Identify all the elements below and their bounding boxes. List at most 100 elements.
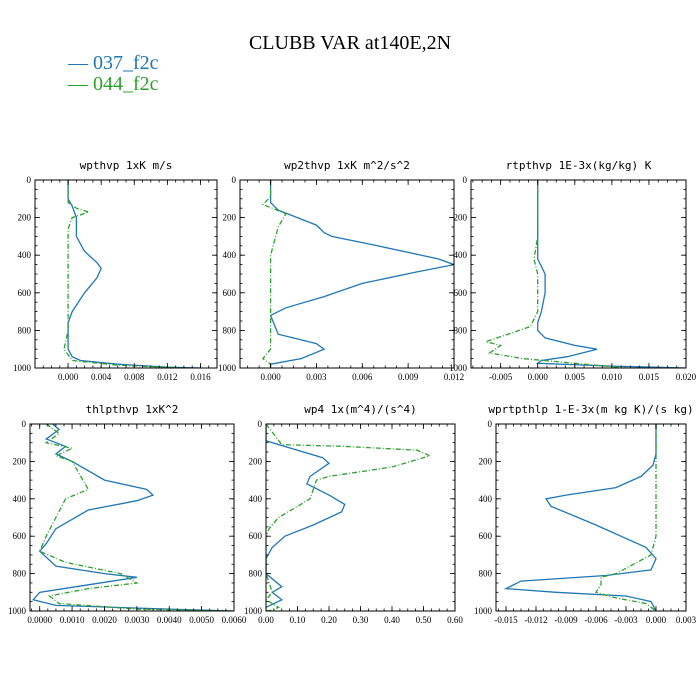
panel-6-series-044_f2c [594,424,657,611]
panel-5-title: wp4 1x(m^4)/(s^4) [304,403,417,416]
panel-6-xtick-label: -0.009 [554,615,578,625]
panel-5-ytick-label: 200 [249,456,263,466]
panel-4-ytick-label: 400 [13,494,27,504]
panel-1-xtick-label: 0.004 [91,372,112,382]
panel-5-xtick-label: 0.60 [447,615,463,625]
panel-4-ytick-label: 0 [22,419,27,429]
panel-4-series-044_f2c [38,424,234,611]
panel-4-ytick-label: 1000 [8,606,27,616]
panel-6-ytick-label: 0 [488,419,493,429]
panel-2-ytick-label: 600 [223,288,237,298]
panel-6-ytick-label: 800 [479,569,493,579]
panel-5-ytick-label: 800 [249,569,263,579]
panel-3-xtick-label: 0.020 [676,372,697,382]
panel-1-xtick-label: 0.008 [124,372,145,382]
panel-4-frame [29,423,235,612]
panels-group: wpthvp 1xK m/s0.000 0.004 0.008 0.012 0.0160… [8,159,697,625]
panel-4-xtick-label: 0.0060 [222,615,247,625]
panel-1-ytick-label: 400 [18,250,32,260]
panel-6-xtick-label: -0.012 [524,615,547,625]
panel-5-xtick-label: 0.10 [290,615,306,625]
panel-5: wp4 1x(m^4)/(s^4) 0.00 0.10 0.20 0.30 0.40 0.5… [244,403,463,625]
panel-3-ytick-label: 0 [463,175,468,185]
panel-6-ytick-label: 200 [479,456,493,466]
panel-3-ytick-label: 800 [454,325,468,335]
panel-4-xtick-label: 0.0020 [92,615,117,625]
legend-entry-044_f2c: — 044_f2c [67,73,159,95]
panel-4-ytick-label: 600 [13,531,27,541]
panel-5-ytick-label: 600 [249,531,263,541]
panel-6-ytick-label: 1000 [474,606,493,616]
panel-2-ytick-label: 1000 [218,363,237,373]
panel-4-series-037_f2c [32,424,234,611]
panel-1-xtick-label: 0.016 [190,372,211,382]
panel-6-title: wprtpthlp 1-E-3x(m kg K)/(s kg) [488,403,693,416]
panel-6: wprtpthlp 1-E-3x(m kg K)/(s kg) -0.015 -0.… [474,403,697,625]
panel-3-xtick-label: 0.015 [639,372,660,382]
panel-1-series-044_f2c [63,180,184,368]
panel-4-xtick-label: 0.0050 [189,615,214,625]
panel-2-ytick-label: 800 [223,325,237,335]
panel-6-xtick-label: -0.006 [584,615,608,625]
panel-5-ytick-label: 400 [249,494,263,504]
panel-6-xtick-label: 0.000 [646,615,667,625]
panel-5-xtick-label: 0.40 [384,615,400,625]
panel-5-series-037_f2c [266,424,346,611]
panel-1-ytick-label: 1000 [13,363,32,373]
panel-4-ytick-label: 800 [13,569,27,579]
panel-4-xtick-label: 0.0040 [157,615,182,625]
panel-1-title: wpthvp 1xK m/s [80,159,173,172]
panel-1-ytick-label: 0 [27,175,32,185]
panel-6-ytick-label: 600 [479,531,493,541]
panel-4-title: thlpthvp 1xK^2 [86,403,179,416]
panel-1-series-037_f2c [67,180,201,368]
panel-2-ytick-label: 400 [223,250,237,260]
panel-2-ytick-label: 0 [232,175,237,185]
panel-4-xtick-label: 0.0000 [27,615,52,625]
panel-6-xtick-label: -0.003 [614,615,638,625]
panel-3-series-037_f2c [535,180,686,368]
panel-5-ytick-label: 0 [258,419,263,429]
panel-1-ytick-label: 600 [18,288,32,298]
panel-2-xtick-label: 0.003 [306,372,327,382]
panel-3: rtpthvp 1E-3x(kg/kg) K -0.005 0.000 0.005 0.… [449,159,697,382]
panel-3-series-044_f2c [483,180,627,368]
panel-2-title: wp2thvp 1xK m^2/s^2 [284,159,410,172]
panel-4-xtick-label: 0.0010 [60,615,85,625]
panel-1-frame [34,179,218,369]
panel-3-ytick-label: 1000 [449,363,468,373]
panel-5-frame [265,423,456,612]
panel-5-xtick-label: 0.20 [321,615,337,625]
panel-2-xtick-label: 0.000 [260,372,281,382]
panel-3-xtick-label: 0.000 [528,372,549,382]
panel-2-xtick-label: 0.012 [444,372,464,382]
panel-1-xtick-label: 0.012 [157,372,177,382]
panel-6-ytick-label: 400 [479,494,493,504]
panel-4: thlpthvp 1xK^2 0.0000 0.0010 0.0020 0.0030 0.… [8,403,247,625]
panel-5-ytick-label: 1000 [244,606,263,616]
panel-3-xtick-label: 0.010 [602,372,623,382]
panel-5-series-044_f2c [266,424,432,611]
panel-5-xtick-label: 0.30 [353,615,369,625]
panel-2: wp2thvp 1xK m^2/s^2 0.000 0.003 0.006 0.009 0… [218,159,464,382]
panel-1: wpthvp 1xK m/s 0.000 0.004 0.008 0.012 0.016 0… [13,159,218,382]
panel-3-frame [470,179,687,369]
legend-entry-037_f2c: — 037_f2c [67,52,159,74]
panel-3-ytick-label: 200 [454,213,468,223]
chart-title: CLUBB VAR at140E,2N [249,32,451,54]
panel-2-series-044_f2c [261,180,287,368]
panel-1-xtick-label: 0.000 [58,372,79,382]
panel-6-xtick-label: 0.003 [676,615,697,625]
panel-3-title: rtpthvp 1E-3x(kg/kg) K [506,159,652,172]
panel-1-ytick-label: 200 [18,213,32,223]
panel-2-series-037_f2c [269,180,454,368]
panel-2-xtick-label: 0.006 [352,372,373,382]
panel-6-xtick-label: -0.015 [494,615,518,625]
panel-3-ytick-label: 400 [454,250,468,260]
panel-6-series-037_f2c [503,424,657,611]
panel-2-ytick-label: 200 [223,213,237,223]
panel-5-xtick-label: 0.50 [416,615,432,625]
panel-5-xtick-label: 0.00 [258,615,274,625]
panel-3-xtick-label: -0.005 [489,372,513,382]
